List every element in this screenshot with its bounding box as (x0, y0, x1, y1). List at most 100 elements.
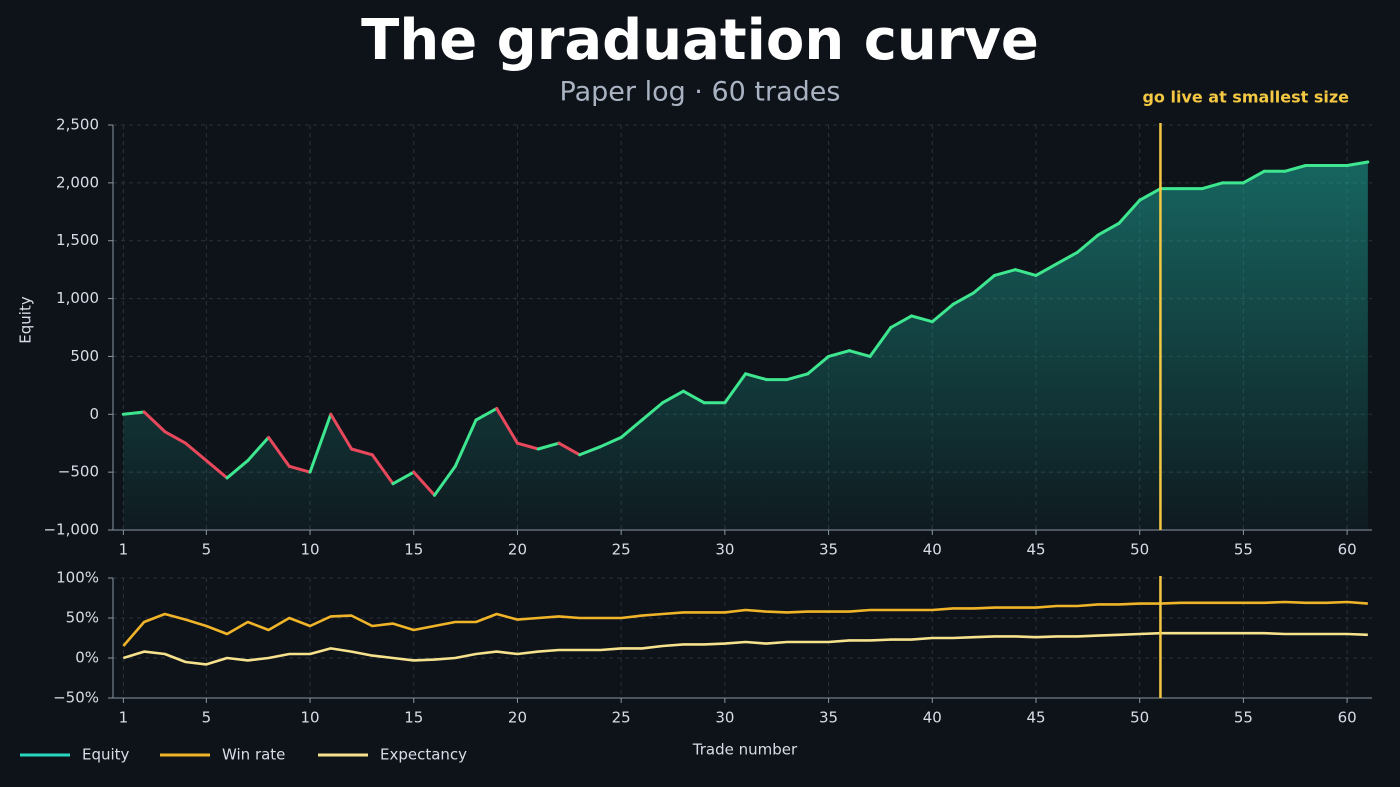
equity-segment (619, 418, 644, 439)
x-tick-label: 15 (404, 709, 423, 727)
y-tick-label: 0% (75, 649, 99, 667)
x-tick-label: 40 (923, 709, 942, 727)
equity-segment (412, 470, 436, 497)
y-tick-label: 100% (56, 569, 99, 587)
equity-segment (910, 314, 934, 324)
equity-segment (993, 268, 1017, 277)
x-tick-label: 50 (1130, 709, 1149, 727)
equity-segment (308, 412, 333, 474)
x-tick-label: 20 (508, 541, 527, 559)
equity-segment (1013, 268, 1038, 277)
y-tick-label: 50% (66, 609, 99, 627)
x-tick-label: 60 (1338, 541, 1357, 559)
equity-segment (515, 441, 540, 451)
equity-segment (453, 418, 478, 468)
x-tick-label: 40 (923, 541, 942, 559)
equity-segment (640, 401, 665, 422)
x-tick-label: 1 (119, 541, 129, 559)
x-tick-label: 5 (202, 709, 212, 727)
equity-segment (432, 464, 457, 497)
x-tick-label: 1 (119, 709, 129, 727)
x-tick-label: 45 (1026, 709, 1045, 727)
equity-segment (578, 445, 602, 457)
equity-segment (142, 410, 167, 434)
x-tick-label: 5 (202, 541, 212, 559)
x-tick-label: 55 (1234, 541, 1253, 559)
equity-segment (889, 314, 914, 329)
equity-segment (370, 453, 395, 486)
equity-segment (557, 441, 582, 457)
equity-segment (1200, 181, 1225, 191)
y-tick-label: 2,000 (56, 173, 99, 191)
equity-area (123, 162, 1368, 530)
x-tick-label: 10 (300, 709, 319, 727)
x-tick-label: 45 (1026, 541, 1045, 559)
x-tick-label: 20 (508, 709, 527, 727)
equity-segment (1096, 221, 1121, 237)
legend-label: Win rate (222, 746, 285, 764)
equity-segment (847, 349, 872, 358)
x-tick-label: 10 (300, 541, 319, 559)
equity-segment (329, 412, 354, 451)
y-tick-label: 500 (70, 347, 99, 365)
x-tick-label: 25 (612, 709, 631, 727)
equity-segment (1241, 169, 1266, 185)
equity-segment (661, 389, 685, 405)
equity-segment (681, 389, 706, 405)
equity-segment (598, 435, 623, 449)
equity-segment (204, 459, 229, 480)
x-tick-label: 30 (715, 541, 734, 559)
equity-segment (1034, 262, 1059, 277)
equity-segment (868, 326, 893, 358)
equity-segment (1283, 164, 1308, 173)
x-tick-label: 35 (819, 709, 838, 727)
equity-segment (1075, 233, 1100, 254)
equity-segment (723, 372, 748, 405)
equity-segment (121, 410, 146, 416)
equity-segment (163, 430, 188, 445)
x-tick-label: 15 (404, 541, 423, 559)
equity-segment (267, 435, 291, 468)
equity-segment (1117, 198, 1142, 225)
y-axis-label: Equity (17, 296, 35, 344)
equity-segment (225, 459, 250, 480)
y-tick-label: 1,500 (56, 231, 99, 249)
annotation-text: go live at smallest size (1142, 88, 1349, 107)
equity-segment (184, 441, 208, 463)
equity-segment (350, 447, 374, 457)
equity-segment (806, 354, 831, 376)
y-tick-label: −500 (58, 463, 99, 481)
legend-label: Expectancy (380, 746, 467, 764)
x-tick-label: 55 (1234, 709, 1253, 727)
equity-segment (536, 441, 561, 451)
legend-label: Equity (82, 746, 130, 764)
x-tick-label: 35 (819, 541, 838, 559)
equity-segment (495, 407, 519, 445)
equity-segment (785, 372, 810, 382)
y-tick-label: 0 (89, 405, 99, 423)
x-tick-label: 25 (612, 541, 631, 559)
equity-segment (1055, 250, 1079, 266)
chart-title: The graduation curve (361, 8, 1039, 73)
equity-segment (1345, 160, 1370, 167)
equity-segment (951, 291, 976, 306)
y-tick-label: 1,000 (56, 289, 99, 307)
x-tick-label: 60 (1338, 709, 1357, 727)
x-tick-label: 30 (715, 709, 734, 727)
equity-segment (1138, 187, 1162, 202)
chart-subtitle: Paper log · 60 trades (560, 77, 841, 108)
y-tick-label: 2,500 (56, 116, 99, 134)
equity-segment (287, 464, 312, 474)
equity-segment (391, 470, 416, 486)
x-tick-label: 50 (1130, 541, 1149, 559)
equity-segment (246, 435, 271, 463)
equity-segment (972, 273, 997, 295)
equity-segment (827, 349, 851, 358)
y-tick-label: −1,000 (43, 521, 99, 539)
equity-segment (930, 302, 955, 324)
equity-segment (474, 407, 499, 422)
equity-segment (744, 372, 768, 382)
y-tick-label: −50% (53, 689, 99, 707)
x-axis-label: Trade number (692, 741, 798, 759)
